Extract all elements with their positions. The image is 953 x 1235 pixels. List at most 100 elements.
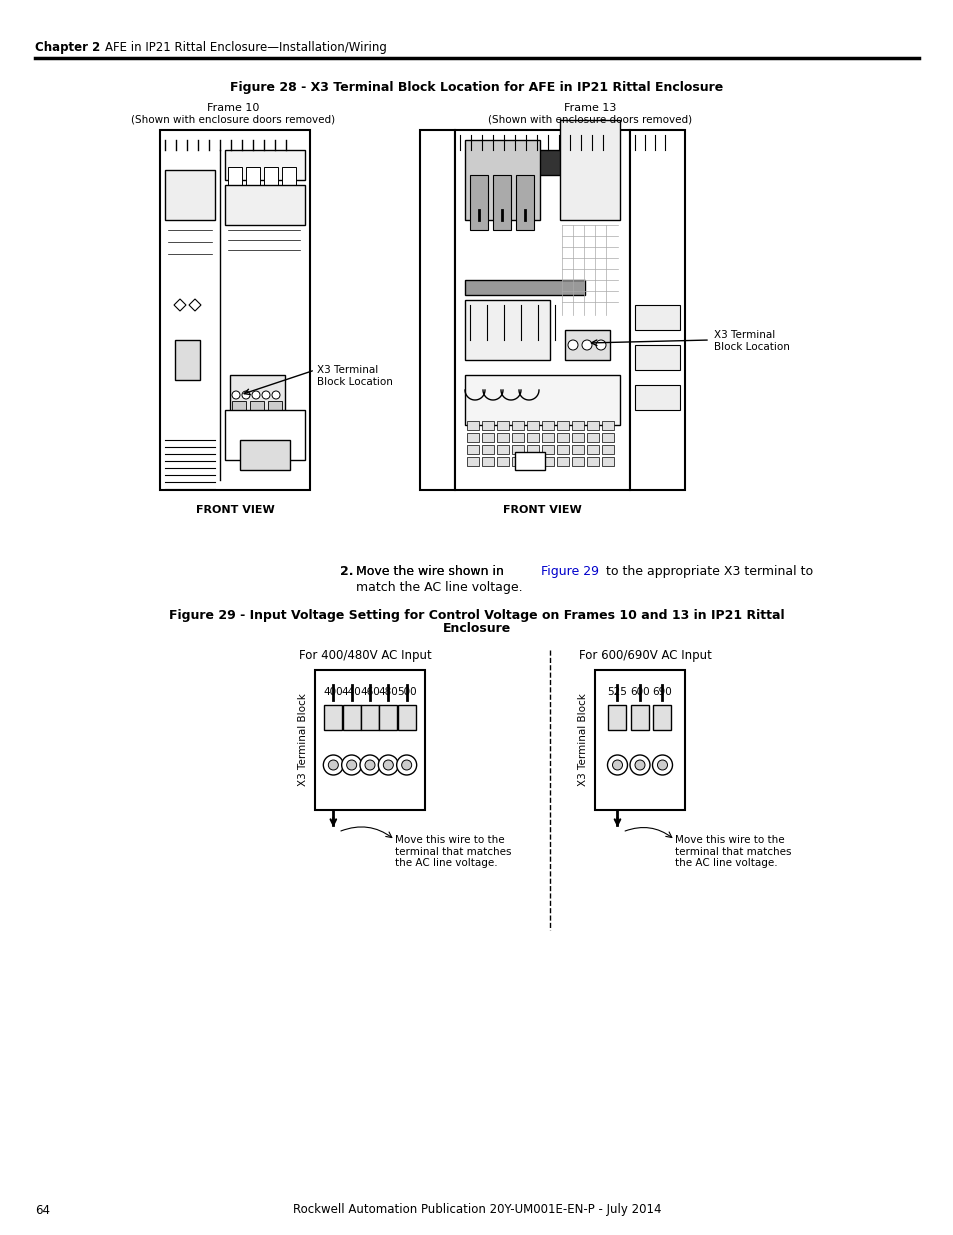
Circle shape — [359, 755, 379, 776]
Text: Move this wire to the
terminal that matches
the AC line voltage.: Move this wire to the terminal that matc… — [395, 835, 511, 868]
Bar — [512, 433, 523, 442]
Text: 690: 690 — [652, 687, 672, 697]
Circle shape — [657, 760, 667, 769]
Bar — [586, 445, 598, 454]
Circle shape — [581, 340, 592, 350]
Text: FRONT VIEW: FRONT VIEW — [195, 505, 274, 515]
Bar — [230, 375, 285, 415]
Bar — [557, 445, 568, 454]
Text: Chapter 2: Chapter 2 — [35, 42, 100, 54]
Bar — [379, 705, 396, 730]
Bar — [360, 705, 378, 730]
Bar — [601, 433, 614, 442]
Bar — [512, 457, 523, 466]
Bar — [572, 445, 583, 454]
Text: 600: 600 — [630, 687, 649, 697]
Text: 64: 64 — [35, 1203, 50, 1216]
Bar — [165, 170, 214, 220]
Bar — [557, 433, 568, 442]
Bar — [464, 375, 619, 425]
Circle shape — [567, 340, 578, 350]
Text: FRONT VIEW: FRONT VIEW — [502, 505, 581, 515]
Bar — [630, 705, 648, 730]
Bar — [595, 671, 684, 810]
Circle shape — [346, 760, 356, 769]
Bar — [526, 421, 538, 430]
Bar — [455, 130, 629, 490]
Bar — [557, 457, 568, 466]
Circle shape — [607, 755, 627, 776]
Text: Move the wire shown in: Move the wire shown in — [355, 564, 507, 578]
Bar — [601, 421, 614, 430]
Bar — [572, 421, 583, 430]
Text: 400: 400 — [323, 687, 343, 697]
Bar — [232, 417, 246, 429]
Text: 440: 440 — [341, 687, 361, 697]
Bar — [541, 457, 554, 466]
Text: 460: 460 — [359, 687, 379, 697]
Text: Move this wire to the
terminal that matches
the AC line voltage.: Move this wire to the terminal that matc… — [675, 835, 791, 868]
Bar — [481, 445, 494, 454]
Circle shape — [232, 391, 240, 399]
Bar — [174, 340, 200, 380]
Bar — [481, 457, 494, 466]
Text: For 600/690V AC Input: For 600/690V AC Input — [578, 648, 711, 662]
Text: to the appropriate X3 terminal to: to the appropriate X3 terminal to — [601, 564, 812, 578]
Bar — [268, 401, 282, 412]
Circle shape — [242, 391, 250, 399]
Bar — [467, 457, 478, 466]
Bar — [572, 457, 583, 466]
Text: match the AC line voltage.: match the AC line voltage. — [355, 580, 522, 594]
Text: Figure 29: Figure 29 — [540, 564, 598, 578]
Bar — [481, 421, 494, 430]
Bar — [225, 149, 305, 180]
Bar — [497, 421, 509, 430]
Bar — [240, 440, 290, 471]
Text: Enclosure: Enclosure — [442, 622, 511, 636]
Circle shape — [612, 760, 622, 769]
Bar — [516, 175, 534, 230]
Circle shape — [365, 760, 375, 769]
Bar — [481, 433, 494, 442]
Circle shape — [635, 760, 644, 769]
Bar — [314, 671, 424, 810]
Circle shape — [396, 755, 416, 776]
Bar — [464, 300, 550, 359]
Circle shape — [323, 755, 343, 776]
Bar — [512, 421, 523, 430]
Bar — [497, 445, 509, 454]
Text: 500: 500 — [396, 687, 416, 697]
Bar — [653, 705, 671, 730]
Bar — [250, 417, 264, 429]
Text: Rockwell Automation Publication 20Y-UM001E-EN-P - July 2014: Rockwell Automation Publication 20Y-UM00… — [293, 1203, 660, 1216]
Bar — [541, 445, 554, 454]
Bar — [464, 140, 539, 220]
Text: AFE in IP21 Rittal Enclosure—Installation/Wiring: AFE in IP21 Rittal Enclosure—Installatio… — [105, 42, 387, 54]
Bar — [564, 330, 609, 359]
Bar — [586, 433, 598, 442]
Bar — [467, 445, 478, 454]
Bar — [601, 457, 614, 466]
Bar — [246, 167, 260, 185]
Bar — [608, 705, 626, 730]
Bar — [397, 705, 416, 730]
Text: Frame 13: Frame 13 — [563, 103, 616, 112]
Text: 480: 480 — [378, 687, 397, 697]
Text: X3 Terminal Block: X3 Terminal Block — [297, 694, 308, 787]
Circle shape — [383, 760, 393, 769]
Bar — [512, 445, 523, 454]
Bar — [601, 445, 614, 454]
Circle shape — [328, 760, 338, 769]
Text: Figure 29 - Input Voltage Setting for Control Voltage on Frames 10 and 13 in IP2: Figure 29 - Input Voltage Setting for Co… — [169, 609, 784, 621]
Bar — [282, 167, 295, 185]
Text: Move the wire shown in: Move the wire shown in — [355, 564, 507, 578]
Bar — [250, 401, 264, 412]
Bar — [635, 305, 679, 330]
Bar — [557, 421, 568, 430]
Text: X3 Terminal
Block Location: X3 Terminal Block Location — [713, 330, 789, 352]
Bar — [475, 149, 604, 175]
Bar — [526, 445, 538, 454]
Text: X3 Terminal
Block Location: X3 Terminal Block Location — [316, 366, 393, 387]
Bar — [493, 175, 511, 230]
Bar — [268, 417, 282, 429]
